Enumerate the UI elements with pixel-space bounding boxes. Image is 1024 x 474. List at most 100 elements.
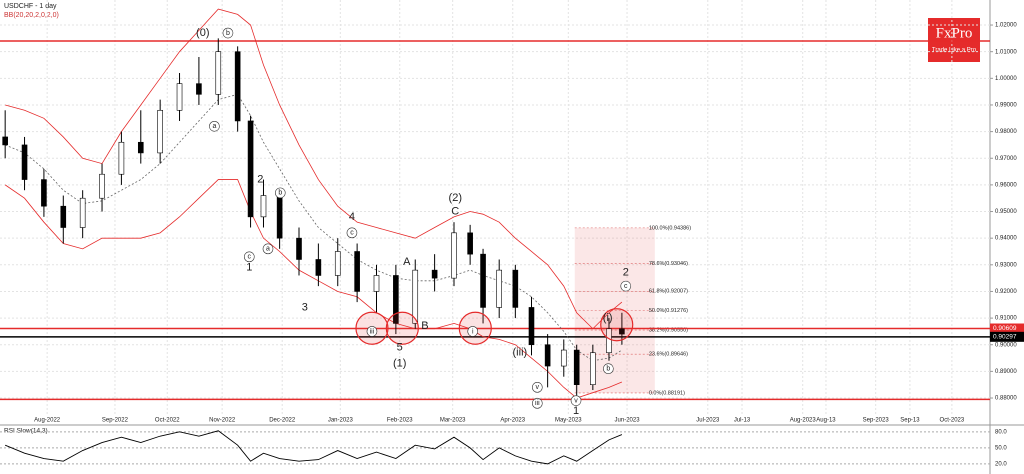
symbol-title: USDCHF - 1 day <box>4 3 57 10</box>
candle-body <box>354 251 360 292</box>
bollinger-upper <box>5 8 623 330</box>
y-tick-label: 0.92000 <box>995 289 1017 295</box>
wave-circle <box>262 243 274 255</box>
wave-circle <box>531 382 543 393</box>
y-tick-label: 0.96000 <box>995 182 1017 188</box>
fib-label: 0.0%(0.88191) <box>649 390 685 396</box>
x-tick-label: Jan-2023 <box>328 418 354 424</box>
fib-label: 38.2%(0.90550) <box>649 328 688 334</box>
y-tick-label: 0.93000 <box>995 262 1017 268</box>
rsi-tick-label: 50.0 <box>995 445 1007 451</box>
x-tick-label: Feb-2023 <box>387 418 413 424</box>
wave-label: B <box>421 320 428 332</box>
candle-body <box>99 173 105 199</box>
y-tick-label: 0.90000 <box>995 342 1017 348</box>
candle-body <box>296 237 302 260</box>
x-tick-label: Oct-2022 <box>155 418 180 424</box>
y-tick-label: 0.95000 <box>995 209 1017 215</box>
candle-body <box>196 83 202 95</box>
fib-label: 61.8%(0.92007) <box>649 289 688 295</box>
wave-label: 2 <box>623 267 629 279</box>
rsi-line <box>4 430 623 465</box>
price-tag-label: 0.90297 <box>993 334 1017 341</box>
rsi-tick-label: 20.0 <box>995 461 1007 467</box>
wave-label: 1 <box>246 261 252 273</box>
wave-label: a <box>212 123 216 130</box>
wave-label: c <box>248 254 252 261</box>
wave-label: b <box>278 190 282 197</box>
candle-body <box>480 253 486 308</box>
fib-label: 100.0%(0.94386) <box>649 225 691 231</box>
candle-body <box>467 232 473 255</box>
candle-body <box>393 275 399 324</box>
wave-label: 3 <box>302 301 308 313</box>
y-tick-label: 1.00000 <box>995 76 1017 82</box>
candle-body <box>137 141 144 154</box>
wave-label: (i) <box>603 312 613 324</box>
wave-circle <box>620 280 632 292</box>
wave-circle <box>209 120 220 132</box>
y-tick-label: 1.01000 <box>995 49 1017 55</box>
x-tick-label: Apr-2023 <box>500 418 525 424</box>
x-tick-label: Mar-2023 <box>440 418 466 424</box>
wave-label: iii <box>535 400 540 407</box>
candle-body <box>573 349 580 385</box>
wave-circle <box>243 251 255 263</box>
candle-body <box>157 109 163 154</box>
x-tick-label: Aug-2023 <box>790 418 817 424</box>
candle-body <box>176 83 183 111</box>
x-tick-label: May-2023 <box>555 418 582 424</box>
candle-body <box>118 141 125 175</box>
logo-tagline: Trade Like a Pro <box>932 48 977 54</box>
candle-body <box>79 197 86 228</box>
wave-label: 4 <box>349 211 355 223</box>
wave-circle <box>603 363 614 375</box>
logo-text: FxPro <box>936 25 973 41</box>
wave-circle <box>274 187 286 199</box>
wave-label: 5 <box>397 341 403 353</box>
bollinger-middle <box>5 93 623 362</box>
wave-label: C <box>451 205 459 217</box>
fib-label: 78.6%(0.93046) <box>649 261 688 267</box>
candle-body <box>451 232 457 279</box>
candle-body <box>2 136 8 146</box>
wave-label: (0) <box>196 27 209 39</box>
rsi-title: RSI Slow(14,3) <box>4 428 48 435</box>
x-tick-label: Jul-2023 <box>696 418 720 424</box>
rsi-tick-label: 80.0 <box>995 429 1007 435</box>
wave-label: (2) <box>449 192 462 204</box>
candle-body <box>21 144 28 180</box>
y-tick-label: 0.91000 <box>995 316 1017 322</box>
x-tick-label: Nov-2022 <box>209 418 236 424</box>
candle-body <box>215 51 222 95</box>
wave-label: c <box>624 283 628 290</box>
candle-body <box>496 269 502 308</box>
x-tick-label: Sep-13 <box>900 418 920 424</box>
price-tag <box>990 331 1024 342</box>
x-tick-label: Sep-2023 <box>863 418 890 424</box>
candle-body <box>334 251 341 276</box>
candle-body <box>373 275 380 292</box>
x-tick-label: Jun-2023 <box>615 418 641 424</box>
highlight-circle <box>600 308 634 342</box>
x-tick-label: Aug-13 <box>816 418 836 424</box>
fib-label: 50.0%(0.91276) <box>649 308 688 314</box>
candle-body <box>260 195 267 218</box>
wave-label: v <box>574 398 578 405</box>
candle-body <box>412 269 419 324</box>
x-tick-label: Sep-2022 <box>102 418 129 424</box>
wave-label: v <box>536 384 540 391</box>
candle-body <box>315 259 322 276</box>
wave-label: a <box>266 246 270 253</box>
wave-label: 1 <box>573 405 579 417</box>
wave-label: iii <box>370 328 375 335</box>
wave-label: (1) <box>393 357 406 369</box>
fib-label: 23.6%(0.89646) <box>649 352 688 358</box>
wave-label: b <box>606 366 610 373</box>
candle-body <box>60 205 67 228</box>
bollinger-lower <box>4 179 623 399</box>
candle-body <box>41 179 47 207</box>
y-tick-label: 0.89000 <box>995 369 1017 375</box>
